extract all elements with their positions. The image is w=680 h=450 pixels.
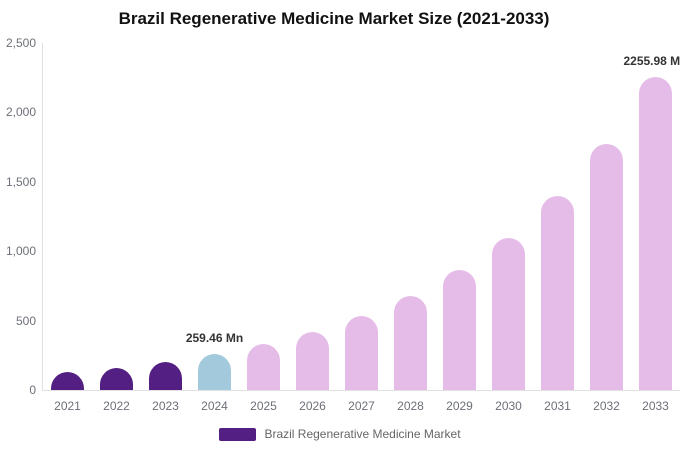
y-tick-label: 0: [29, 383, 36, 397]
y-tick-label: 2,500: [5, 36, 36, 50]
x-tick-label: 2021: [54, 399, 81, 413]
bar-2025: [247, 344, 280, 390]
x-tick-label: 2024: [201, 399, 228, 413]
data-label: 259.46 Mn: [185, 331, 244, 345]
x-tick-label: 2030: [495, 399, 522, 413]
x-tick-label: 2032: [593, 399, 620, 413]
legend-label: Brazil Regenerative Medicine Market: [264, 427, 461, 441]
y-tick-label: 500: [15, 313, 36, 328]
bar-2030: [492, 238, 525, 390]
y-axis-line: [42, 43, 43, 390]
x-tick-label: 2027: [348, 399, 375, 413]
x-tick-label: 2022: [103, 399, 130, 413]
bar-2024: [198, 354, 231, 390]
bar-2022: [100, 368, 133, 390]
x-tick-label: 2023: [152, 399, 179, 413]
bar-2029: [443, 270, 476, 390]
x-axis-line: [42, 390, 680, 391]
chart-title: Brazil Regenerative Medicine Market Size…: [118, 9, 550, 28]
legend-item[interactable]: Brazil Regenerative Medicine Market: [0, 427, 680, 441]
x-tick-label: 2026: [299, 399, 326, 413]
bar-2031: [541, 196, 574, 390]
y-tick-label: 1,000: [5, 244, 36, 259]
legend-swatch: [219, 427, 257, 441]
bar-2021: [51, 372, 84, 390]
x-tick-label: 2029: [446, 399, 473, 413]
bar-2033: [639, 77, 672, 390]
bar-2026: [296, 332, 329, 390]
x-tick-label: 2033: [642, 399, 669, 413]
bar-2032: [590, 144, 623, 390]
data-label: 2255.98 Mn: [623, 54, 680, 68]
bar-2023: [149, 362, 182, 390]
x-tick-label: 2025: [250, 399, 277, 413]
y-tick-label: 2,000: [5, 105, 36, 120]
x-tick-label: 2028: [397, 399, 424, 413]
bar-2027: [345, 316, 378, 390]
bar-2028: [394, 296, 427, 390]
y-tick-label: 1,500: [5, 174, 36, 189]
x-tick-label: 2031: [544, 399, 571, 413]
